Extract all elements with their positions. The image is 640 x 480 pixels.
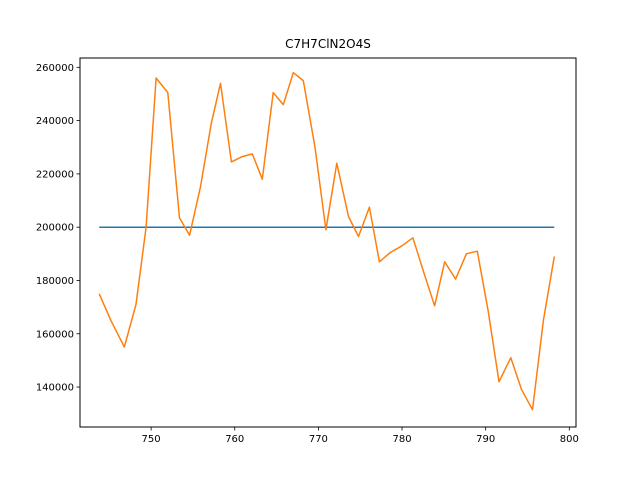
y-tick-label: 140000 <box>36 383 74 394</box>
plot-area <box>80 58 576 427</box>
y-tick-label: 180000 <box>36 276 74 287</box>
y-tick-label: 240000 <box>36 116 74 127</box>
y-tick-label: 200000 <box>36 223 74 234</box>
y-tick-label: 220000 <box>36 169 74 180</box>
x-tick-label: 780 <box>392 434 411 445</box>
x-tick-label: 800 <box>560 434 579 445</box>
x-axis: 750 760 770 780 790 800 <box>142 427 579 445</box>
chart-title: C7H7ClN2O4S <box>285 37 371 51</box>
plot-frame <box>79 57 577 428</box>
series-layer <box>98 71 556 411</box>
y-tick-label: 260000 <box>36 63 74 74</box>
x-tick-label: 760 <box>225 434 244 445</box>
x-tick-label: 790 <box>476 434 495 445</box>
series-2-line <box>98 71 556 411</box>
x-tick-label: 750 <box>142 434 161 445</box>
y-axis: 140000 160000 180000 200000 220000 240000 2600… <box>36 63 80 394</box>
y-tick-label: 160000 <box>36 329 74 340</box>
x-tick-label: 770 <box>309 434 328 445</box>
